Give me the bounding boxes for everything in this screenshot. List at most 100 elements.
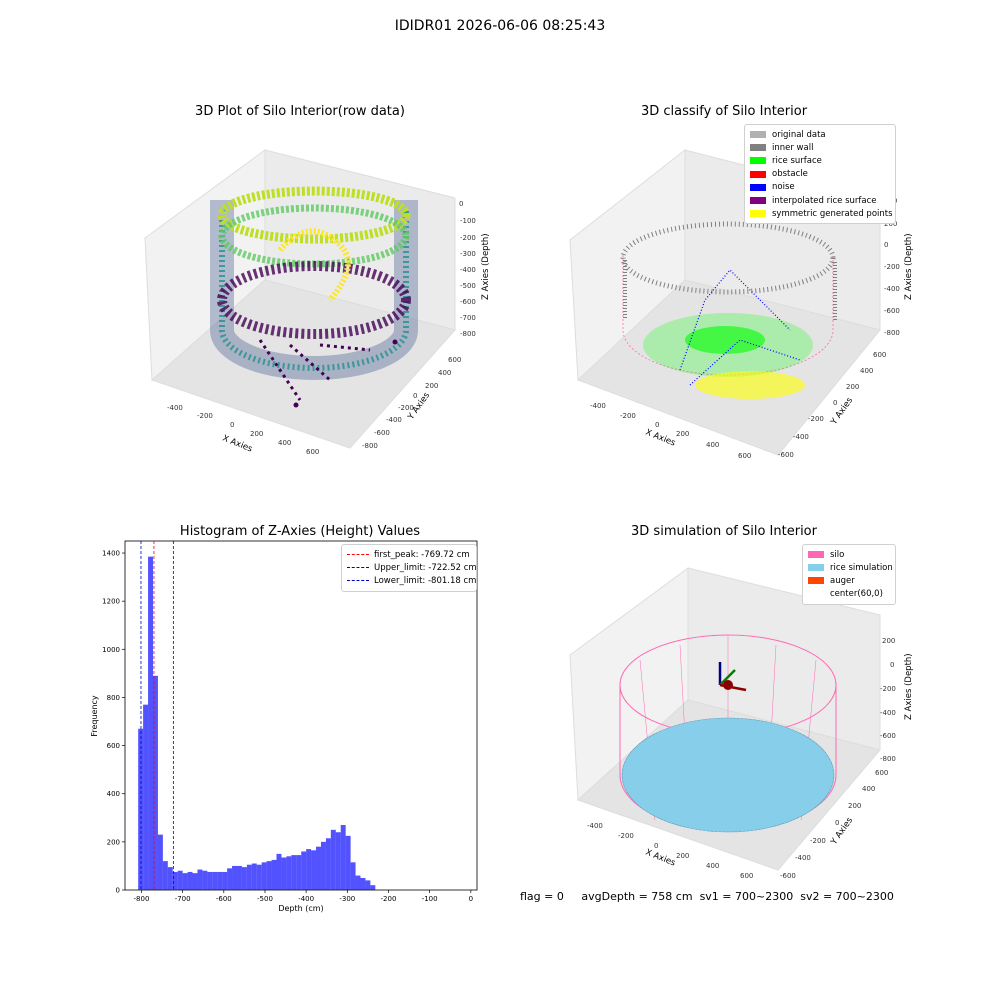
histogram-bar [222, 871, 228, 890]
legend-entry: inner wall [750, 141, 890, 154]
legend-label: silo [830, 549, 845, 560]
raw-cylinder [210, 186, 418, 408]
simulation-3d-plot: -400 -200 0 200 400 600 600 400 200 0 -2… [569, 567, 914, 880]
histogram-bar [261, 862, 267, 890]
classify-ytick: -600 [778, 451, 794, 459]
simulation-ztick: -200 [880, 685, 896, 693]
histogram-bar [202, 870, 208, 890]
legend-label: rice simulation [830, 562, 893, 573]
histogram-bar [276, 853, 282, 890]
simulation-ztick: -400 [880, 709, 896, 717]
figure-title: IDIDR01 2026-06-06 08:25:43 [394, 18, 606, 34]
classify-legend: original data inner wall rice surface obsta… [744, 124, 896, 225]
simulation-ytick: 0 [835, 819, 839, 827]
histogram-bar [212, 871, 218, 890]
simulation-silo [619, 634, 837, 833]
legend-swatch [808, 564, 824, 572]
histogram-bar [197, 869, 203, 890]
legend-label: Lower_limit: -801.18 cm [374, 575, 477, 586]
simulation-xtick: -200 [618, 832, 634, 840]
histogram-ytick-label: 600 [107, 742, 120, 750]
raw-ytick: 600 [448, 356, 461, 364]
legend-swatch [808, 551, 824, 559]
histogram-bar [365, 880, 371, 890]
histogram-yticks: 0 200 400 600 800 1000 1200 1400 [102, 550, 125, 895]
legend-entry: interpolated rice surface [750, 194, 890, 207]
classify-3d-plot: -400 -200 0 200 400 600 600 400 200 0 -2… [569, 148, 914, 460]
histogram-bar [330, 829, 336, 890]
histogram-ylabel: Frequency [90, 695, 99, 737]
raw-ytick: -800 [362, 442, 378, 450]
legend-entry: rice simulation [808, 561, 893, 574]
classify-ztick: -800 [884, 329, 900, 337]
legend-swatch [347, 580, 369, 582]
histogram-legend: first_peak: -769.72 cm Upper_limit: -722.… [341, 544, 477, 592]
histogram-bar [256, 864, 262, 890]
histogram-xtick-label: -500 [257, 895, 273, 903]
simulation-ytick: -600 [780, 872, 796, 880]
legend-entry: rice surface [750, 154, 890, 167]
sv1-value: sv1 = 700~2300 [699, 890, 794, 903]
classify-xtick: 400 [706, 441, 719, 449]
simulation-ztick: -800 [880, 755, 896, 763]
classify-tick-labels: -400 -200 0 200 400 600 600 400 200 0 -2… [590, 197, 900, 460]
histogram-xtick-label: -700 [175, 895, 191, 903]
histogram-xticks: -800 -700 -600 -500 -400 -300 -200 -100 0 [134, 890, 473, 903]
legend-label: interpolated rice surface [772, 195, 877, 206]
classify-ztick: 0 [884, 241, 888, 249]
classify-ztick: -400 [884, 285, 900, 293]
raw-plot-title: 3D Plot of Silo Interior(row data) [195, 104, 405, 119]
histogram-bar [192, 873, 198, 890]
histogram-ytick-label: 1200 [102, 598, 120, 606]
classify-xtick: 600 [738, 452, 751, 460]
histogram-bar [143, 704, 149, 890]
classify-axes-panes [569, 148, 881, 456]
raw-ytick: -400 [386, 416, 402, 424]
simulation-xtick: 0 [654, 842, 658, 850]
legend-swatch [808, 590, 824, 598]
histogram-bar [345, 835, 351, 890]
avg-depth-value: avgDepth = 758 cm [581, 890, 693, 903]
classify-ytick: 400 [860, 367, 873, 375]
histogram-bar [177, 870, 183, 890]
classify-xtick: 200 [676, 430, 689, 438]
raw-3d-plot: -400 -200 0 200 400 600 600 400 200 0 -2… [144, 149, 490, 456]
raw-xtick: -200 [197, 412, 213, 420]
legend-label: symmetric generated points [772, 208, 893, 219]
legend-entry: Upper_limit: -722.52 cm [347, 561, 477, 574]
histogram-frame [124, 540, 478, 891]
histogram-bar [325, 838, 331, 890]
histogram-bar [320, 841, 326, 890]
histogram-bar [370, 885, 376, 890]
simulation-zlabel: Z Axies (Depth) [904, 653, 914, 720]
flag-value: flag = 0 [520, 890, 564, 903]
legend-swatch [750, 170, 766, 178]
raw-ytick: 400 [438, 369, 451, 377]
histogram-xtick-label: -800 [134, 895, 150, 903]
raw-xtick: 400 [278, 439, 291, 447]
histogram-bar [152, 675, 158, 890]
histogram-xlabel: Depth (cm) [278, 904, 323, 913]
histogram-bar [266, 861, 272, 890]
simulation-ytick: -200 [810, 837, 826, 845]
legend-swatch [750, 157, 766, 165]
histogram-xtick-label: -400 [298, 895, 314, 903]
histogram-bar [187, 871, 193, 890]
raw-ztick: -300 [460, 250, 476, 258]
classify-zlabel: Z Axies (Depth) [904, 233, 914, 300]
legend-label: inner wall [772, 142, 814, 153]
raw-ztick: -100 [460, 217, 476, 225]
histogram-bar [340, 825, 346, 890]
histogram-bar [316, 846, 321, 890]
legend-swatch [750, 131, 766, 139]
simulation-xtick: 600 [740, 872, 753, 880]
simulation-ylabel: Y Axies [829, 815, 856, 847]
histogram-bar [227, 868, 233, 890]
raw-xtick: -400 [167, 404, 183, 412]
raw-ztick: -700 [460, 314, 476, 322]
histogram-bar [335, 832, 341, 890]
simulation-ztick: 200 [882, 637, 895, 645]
histogram-bar [217, 871, 223, 890]
histogram-xtick-label: -100 [422, 895, 438, 903]
legend-entry: auger [808, 574, 890, 587]
